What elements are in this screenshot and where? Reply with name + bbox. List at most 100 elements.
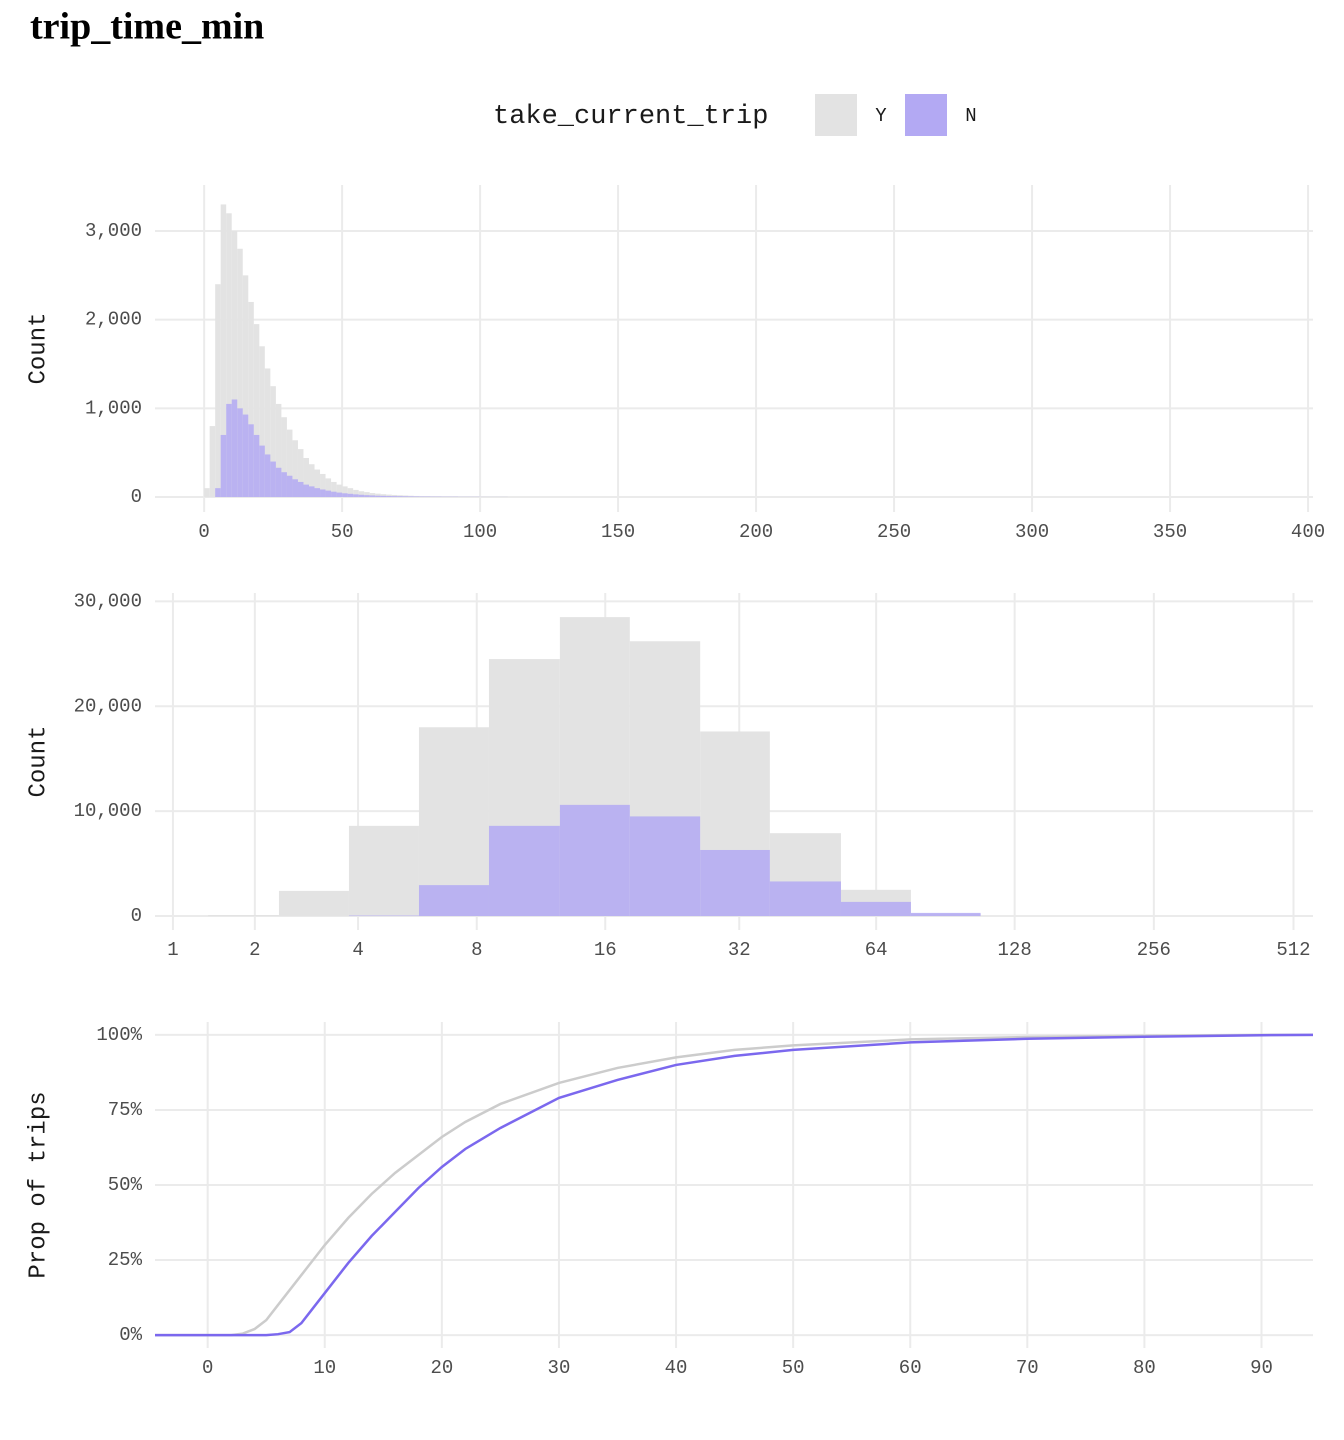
y-tick-label: 0% xyxy=(119,1324,142,1346)
histogram-bar xyxy=(375,495,381,498)
y-tick-label: 25% xyxy=(108,1249,143,1271)
y-tick-label: 30,000 xyxy=(74,590,142,612)
histogram-bar xyxy=(358,491,365,498)
histogram-bar xyxy=(331,481,337,498)
histogram-bar xyxy=(769,881,841,917)
histogram-bar xyxy=(242,275,249,498)
y-tick-label: 100% xyxy=(96,1024,142,1046)
page-title: trip_time_min xyxy=(30,6,264,48)
x-tick-label: 256 xyxy=(1137,939,1171,961)
histogram-bar xyxy=(204,488,210,498)
x-tick-label: 30 xyxy=(548,1357,571,1379)
histogram-bar xyxy=(286,475,293,498)
histogram-bar xyxy=(391,496,398,498)
histogram-bar xyxy=(700,849,770,917)
x-tick-label: 150 xyxy=(601,521,635,543)
histogram-bar xyxy=(220,204,227,498)
histogram-bar xyxy=(629,816,701,917)
histogram-bar xyxy=(264,454,271,498)
histogram-bar xyxy=(386,494,392,498)
histogram-bar xyxy=(237,408,243,498)
x-tick-label: 250 xyxy=(877,521,911,543)
x-tick-label: 60 xyxy=(899,1357,922,1379)
histogram-bar xyxy=(208,915,279,917)
x-tick-label: 200 xyxy=(739,521,773,543)
y-tick-label: 75% xyxy=(108,1099,143,1121)
histogram-bar xyxy=(314,469,321,498)
histogram-bar xyxy=(278,890,349,917)
x-tick-label: 16 xyxy=(594,939,617,961)
x-tick-label: 90 xyxy=(1250,1357,1273,1379)
histogram-bar xyxy=(342,493,348,498)
histogram-bar xyxy=(253,324,260,498)
histogram-bar xyxy=(380,494,387,498)
y-tick-label: 0 xyxy=(131,905,142,927)
histogram-bar xyxy=(386,496,392,498)
histogram-bar xyxy=(275,467,282,498)
histogram-bar xyxy=(397,495,403,498)
x-tick-label: 2 xyxy=(249,939,260,961)
legend-label: Y xyxy=(875,105,887,127)
histogram-bar xyxy=(270,461,276,498)
x-tick-label: 10 xyxy=(313,1357,336,1379)
histogram-bar xyxy=(331,491,337,498)
x-tick-label: 50 xyxy=(331,521,354,543)
histogram-bar xyxy=(248,301,254,498)
x-tick-label: 400 xyxy=(1291,521,1325,543)
histogram-bar xyxy=(413,496,420,498)
y-axis-label: Prop of trips xyxy=(25,1091,52,1278)
x-tick-label: 50 xyxy=(782,1357,805,1379)
x-tick-label: 70 xyxy=(1016,1357,1039,1379)
histogram-bar xyxy=(364,492,370,498)
histogram-bar xyxy=(292,479,298,498)
histogram-bar xyxy=(220,434,227,498)
histogram-bar xyxy=(314,488,321,498)
histogram-bar xyxy=(264,368,271,498)
histogram-bar xyxy=(209,426,216,498)
y-axis-label: Count xyxy=(25,725,52,797)
y-tick-label: 2,000 xyxy=(85,309,142,331)
histogram-bar xyxy=(910,912,981,917)
y-tick-label: 1,000 xyxy=(85,397,142,419)
histogram-bar xyxy=(259,346,265,498)
ecdf-line xyxy=(155,1033,1314,1337)
histogram-bar xyxy=(353,494,359,498)
histogram-bar xyxy=(369,493,376,498)
histogram-bar xyxy=(248,424,254,498)
x-tick-label: 20 xyxy=(430,1357,453,1379)
x-tick-label: 64 xyxy=(865,939,888,961)
histogram-bar xyxy=(391,494,398,498)
histogram-bar xyxy=(353,489,359,498)
x-tick-label: 1 xyxy=(167,939,178,961)
histogram-bar xyxy=(559,804,630,917)
x-tick-label: 0 xyxy=(198,521,209,543)
histogram-bar xyxy=(348,915,419,917)
y-tick-label: 0 xyxy=(131,486,142,508)
histogram-bar xyxy=(297,449,304,498)
x-tick-label: 128 xyxy=(998,939,1032,961)
histogram-bar xyxy=(380,495,387,498)
legend-key xyxy=(905,94,947,136)
y-tick-label: 10,000 xyxy=(74,800,142,822)
x-tick-label: 0 xyxy=(202,1357,213,1379)
histogram-bar xyxy=(226,403,232,498)
histogram-bar xyxy=(297,481,304,498)
histogram-bar xyxy=(358,494,365,498)
x-tick-label: 4 xyxy=(352,939,363,961)
x-tick-label: 300 xyxy=(1015,521,1049,543)
histogram-bar xyxy=(226,213,232,498)
histogram-bar xyxy=(418,727,489,917)
histogram-bar xyxy=(418,885,489,917)
histogram-bar xyxy=(303,484,309,498)
legend-key xyxy=(815,94,857,136)
histogram-bar xyxy=(275,403,282,498)
histogram-bar xyxy=(402,496,409,498)
histogram-bar xyxy=(325,490,332,498)
y-tick-label: 50% xyxy=(108,1174,143,1196)
histogram-bar xyxy=(281,417,287,498)
histogram-bar xyxy=(840,901,911,917)
legend-title: take_current_trip xyxy=(493,102,768,132)
histogram-bar xyxy=(231,399,238,498)
histogram-bar xyxy=(253,434,260,498)
